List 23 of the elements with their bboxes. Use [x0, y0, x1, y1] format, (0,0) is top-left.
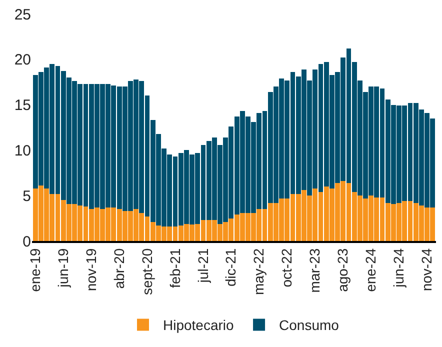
x-tick-label: abr-20	[110, 248, 127, 289]
legend-label: Consumo	[279, 317, 340, 334]
x-tick-label: jun-24	[390, 248, 407, 288]
x-tick-label: feb-21	[166, 248, 183, 288]
x-tick-label: ene-24	[362, 248, 379, 292]
x-tick-label: ago-23	[334, 248, 351, 292]
x-tick-label: nov-24	[418, 248, 435, 292]
y-tick-label: 20	[14, 52, 31, 69]
x-tick-label: jun-19	[54, 248, 71, 288]
x-tick-label: oct-22	[278, 248, 295, 288]
x-tick-label: may-22	[250, 248, 267, 296]
y-tick-label: 0	[22, 233, 31, 250]
legend-label: Hipotecario	[163, 317, 234, 334]
y-tick-label: 10	[14, 142, 31, 160]
x-tick-label: nov-19	[82, 248, 99, 292]
x-tick-label: mar-23	[306, 248, 323, 293]
x-tick-label: dic-21	[222, 248, 239, 286]
x-tick-label: jul-21	[194, 248, 211, 284]
y-tick-label: 25	[14, 6, 31, 24]
y-tick-label: 15	[14, 97, 31, 114]
x-tick-label: ene-19	[26, 248, 43, 292]
x-tick-label: sept-20	[138, 248, 155, 296]
y-tick-label: 5	[22, 188, 31, 205]
